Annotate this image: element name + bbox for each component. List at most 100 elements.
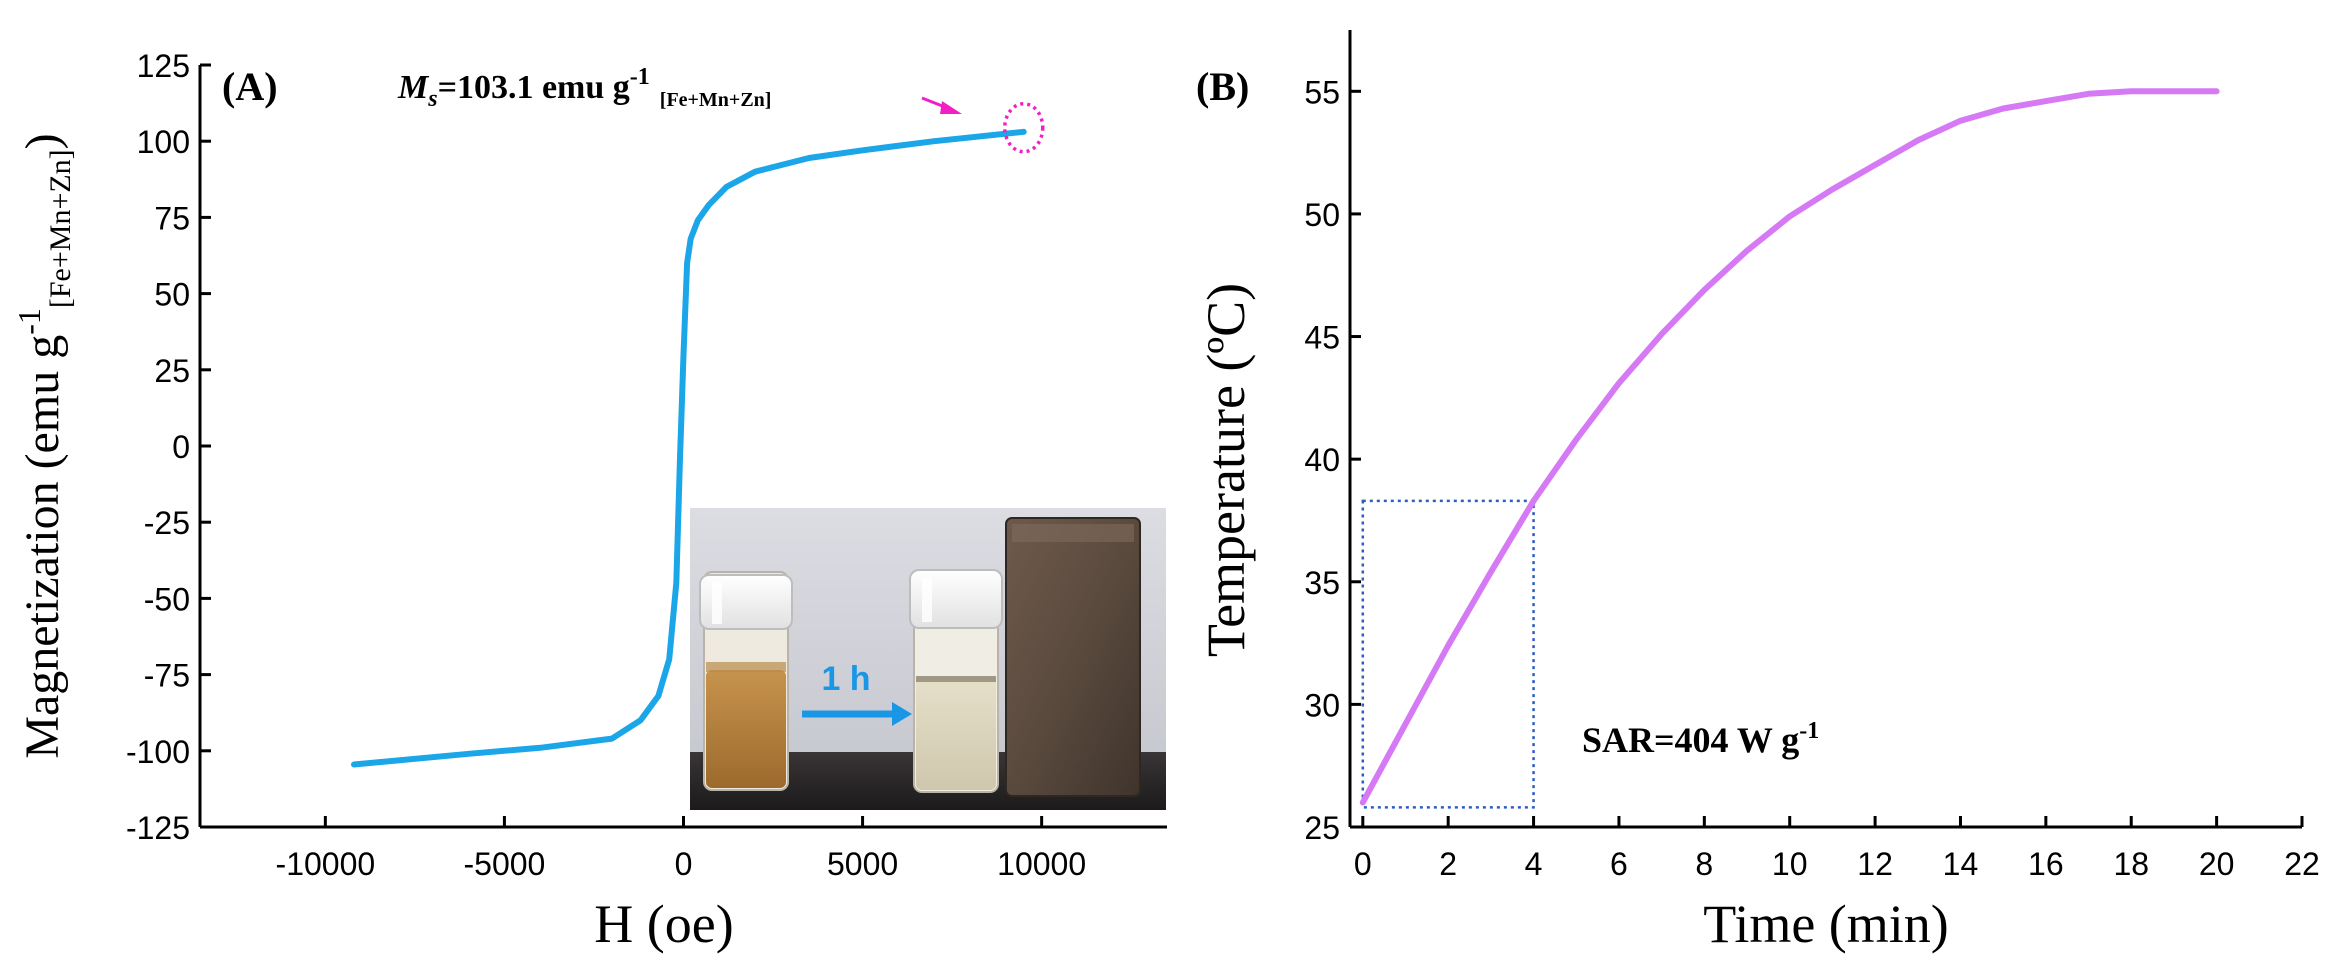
temperature-point xyxy=(1661,333,1663,335)
temperature-point xyxy=(2130,90,2132,92)
ms-value: =103.1 emu g xyxy=(438,69,630,106)
x-tick-label-b: 6 xyxy=(1610,846,1628,882)
ylabel-close-a: ) xyxy=(16,133,69,149)
magnetization-point xyxy=(539,747,541,749)
temperature-point xyxy=(1447,645,1449,647)
panel-b: 25 30 35 40 45 50 55 0 2 4 6 8 10 12 14 16 18 20 22 (B) SA… xyxy=(1196,30,2320,954)
y-tick-label-b: 25 xyxy=(1304,810,1340,846)
y-tick-label-b: 50 xyxy=(1304,197,1340,233)
magnetization-curve xyxy=(351,128,1027,768)
temperature-point xyxy=(1490,571,1492,573)
y-axis-label-b: Temperature (ºC) xyxy=(1196,283,1256,657)
ylabel-main-a: Magnetization (emu g xyxy=(16,335,69,759)
x-tick-label-b: 10 xyxy=(1772,846,1808,882)
temperature-point xyxy=(1874,164,1876,166)
magnetization-point xyxy=(808,157,810,159)
magnetization-point xyxy=(679,460,681,462)
magnetization-point xyxy=(683,354,684,356)
x-tick-label-b: 2 xyxy=(1439,846,1457,882)
temperature-point xyxy=(1746,250,1748,252)
panel-label-a: (A) xyxy=(222,64,278,109)
x-tick-label-a: -5000 xyxy=(464,846,546,882)
x-tick-label-a: 5000 xyxy=(827,846,898,882)
x-tick-label-a: 0 xyxy=(675,846,693,882)
sar-text: SAR=404 W g xyxy=(1582,720,1799,760)
panel-label-b: (B) xyxy=(1196,64,1249,109)
temperature-curve xyxy=(1359,88,2220,806)
ylabel-sup-a: -1 xyxy=(11,308,47,335)
magnetization-point xyxy=(686,262,688,264)
temperature-point xyxy=(1618,382,1620,384)
sar-superscript: -1 xyxy=(1799,718,1819,744)
panel-a: 1 h 125 100 75 50 25 0 -25 -50 -75 -100 -125 -10000… xyxy=(11,48,1167,954)
vial-before xyxy=(699,571,793,791)
x-tick-label-b: 14 xyxy=(1943,846,1979,882)
temperature-point xyxy=(1831,188,1833,190)
temperature-point xyxy=(1959,120,1961,122)
temperature-point xyxy=(1703,289,1705,291)
magnetization-point xyxy=(708,204,710,206)
magnetization-point xyxy=(754,171,756,173)
y-tick-label-b: 45 xyxy=(1304,320,1340,356)
ms-unit-subscript: [Fe+Mn+Zn] xyxy=(660,89,772,111)
x-axis-label-a: H (oe) xyxy=(594,894,733,954)
arrow-label: 1 h xyxy=(821,660,870,698)
ms-arrow xyxy=(921,96,962,114)
magnetization-point xyxy=(468,753,470,755)
y-tick-label-a: 75 xyxy=(154,200,190,236)
magnetization-point xyxy=(668,658,670,660)
x-tick-label-b: 8 xyxy=(1695,846,1713,882)
ms-subscript: s xyxy=(427,86,437,112)
y-tick-label-a: -100 xyxy=(126,734,190,770)
x-tick-label-b: 18 xyxy=(2113,846,2149,882)
magnetization-point xyxy=(1023,131,1025,133)
y-tick-label-b: 55 xyxy=(1304,74,1340,110)
y-tick-label-a: -125 xyxy=(126,810,190,846)
x-tick-label-a: 10000 xyxy=(997,846,1086,882)
temperature-point xyxy=(2045,100,2047,102)
ylabel-sub-a: [Fe+Mn+Zn] xyxy=(44,149,77,308)
magnetization-point xyxy=(611,738,613,740)
temperature-point xyxy=(2216,90,2218,92)
y-tick-label-a: -25 xyxy=(144,505,190,541)
magnetization-point xyxy=(725,186,727,188)
y-axis-label-a: Magnetization (emu g-1[Fe+Mn+Zn]) xyxy=(11,133,77,758)
temperature-point xyxy=(1917,139,1919,141)
magnetization-point xyxy=(690,238,692,240)
x-tick-label-b: 4 xyxy=(1525,846,1543,882)
y-tick-label-a: 100 xyxy=(137,124,190,160)
y-tick-label-b: 40 xyxy=(1304,442,1340,478)
temperature-point xyxy=(1575,439,1577,441)
ms-symbol: M xyxy=(397,69,430,106)
magnetization-point xyxy=(640,719,642,721)
ms-superscript: -1 xyxy=(630,64,650,90)
magnetization-point xyxy=(862,149,864,151)
temperature-point xyxy=(1533,500,1535,502)
temperature-point xyxy=(1789,215,1791,217)
sar-annotation: SAR=404 W g-1 xyxy=(1582,718,1819,760)
temperature-point xyxy=(2002,107,2004,109)
temperature-point xyxy=(1362,801,1364,803)
magnetization-point xyxy=(657,695,659,697)
ms-annotation: Ms=103.1 emu g-1 [Fe+Mn+Zn] xyxy=(397,64,771,112)
initial-slope-box xyxy=(1361,499,1535,809)
y-tick-label-a: -50 xyxy=(144,581,190,617)
magnetization-point xyxy=(675,582,677,584)
y-tick-label-a: 125 xyxy=(137,48,190,84)
x-tick-label-a: -10000 xyxy=(276,846,376,882)
y-tick-label-b: 30 xyxy=(1304,687,1340,723)
y-tick-label-a: 25 xyxy=(154,353,190,389)
x-tick-label-b: 12 xyxy=(1857,846,1893,882)
magnetization-point xyxy=(353,764,355,766)
x-tick-label-b: 0 xyxy=(1354,846,1372,882)
ms-highlight-circle xyxy=(1002,102,1045,154)
x-tick-label-b: 22 xyxy=(2284,846,2320,882)
y-tick-label-a: -75 xyxy=(144,658,190,694)
temperature-point xyxy=(1404,723,1406,725)
x-axis-label-b: Time (min) xyxy=(1703,894,1949,954)
magnet-block xyxy=(1005,517,1141,797)
magnetization-point xyxy=(933,140,935,142)
y-tick-label-b: 35 xyxy=(1304,565,1340,601)
temperature-point xyxy=(2173,90,2175,92)
